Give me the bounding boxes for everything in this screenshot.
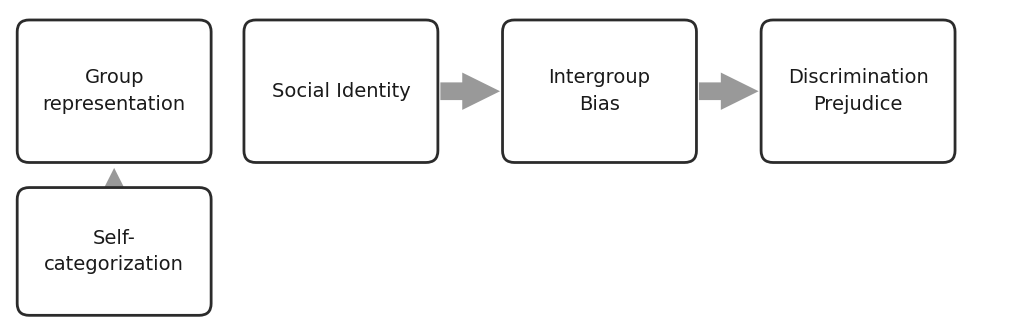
FancyBboxPatch shape [17, 20, 211, 163]
Polygon shape [441, 73, 500, 110]
Text: Group
representation: Group representation [43, 68, 186, 114]
Text: Self-
categorization: Self- categorization [45, 229, 184, 274]
Polygon shape [699, 73, 758, 110]
Text: Discrimination
Prejudice: Discrimination Prejudice [788, 68, 929, 114]
FancyBboxPatch shape [761, 20, 955, 163]
Polygon shape [95, 168, 133, 205]
FancyBboxPatch shape [502, 20, 696, 163]
FancyBboxPatch shape [244, 20, 437, 163]
FancyBboxPatch shape [17, 188, 211, 315]
Text: Social Identity: Social Identity [272, 82, 410, 101]
Text: Intergroup
Bias: Intergroup Bias [548, 68, 651, 114]
